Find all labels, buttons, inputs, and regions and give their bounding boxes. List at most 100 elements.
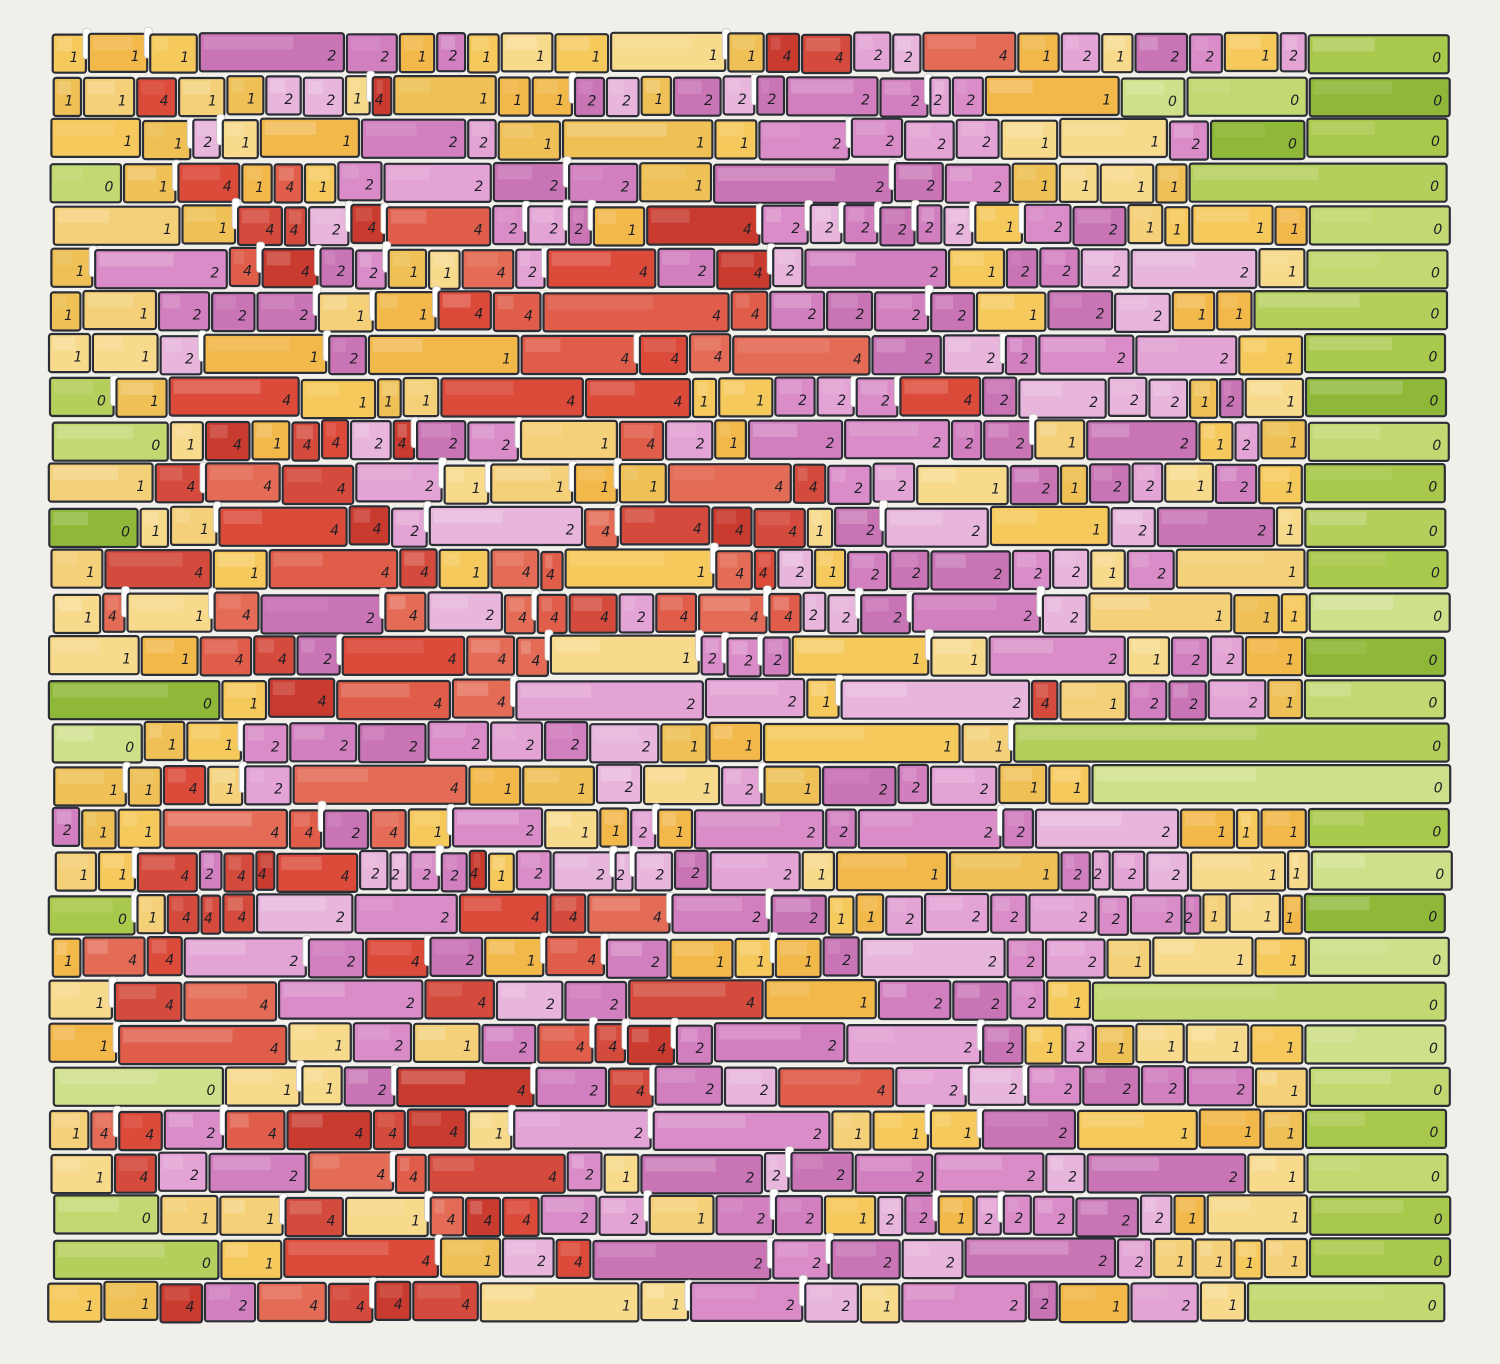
tile [307,938,365,979]
tile-digit: 2 [1117,351,1126,367]
tile-wash [827,770,870,784]
tile-digit: 1 [1263,909,1272,925]
tile-wash [191,725,221,739]
tile [1148,378,1189,419]
tile [853,31,892,72]
tile [672,76,722,117]
tile-digit: 2 [984,826,993,842]
tile-digit: 1 [1291,1254,1300,1270]
tile-digit: 0 [142,1211,151,1227]
tile-digit: 1 [577,782,586,798]
tile-wash [1011,942,1027,956]
tile-digit: 2 [926,179,935,195]
tile-digit: 1 [859,1212,868,1228]
tile-digit: 1 [174,137,183,153]
tile [1307,936,1450,977]
tile-wash [148,724,162,739]
tile [427,1153,566,1194]
tile-wash [769,1156,778,1170]
tile-digit: 2 [841,1299,850,1315]
tile-wash [719,423,731,437]
tile-wash [167,812,252,827]
tile-digit: 2 [866,523,875,539]
tile-wash [175,509,191,524]
tile [267,677,336,718]
tile-digit: 2 [347,955,356,971]
tile [1046,979,1091,1020]
tile-digit: 4 [735,523,744,539]
tile-digit: 2 [1093,867,1102,883]
tile [1286,849,1310,891]
tile [241,163,273,204]
tile-wash [550,940,578,954]
tile [1233,593,1280,635]
tile-digit: 2 [1016,825,1025,841]
tile-digit: 2 [621,179,630,195]
tile [1097,895,1129,936]
tile-wash [1286,898,1300,912]
tile [854,1153,934,1195]
tile-digit: 4 [388,1126,397,1142]
tile [1202,893,1228,934]
tile-wash [573,166,603,181]
tile-wash [1136,466,1156,480]
tile [1091,763,1452,805]
tile-digit: 2 [842,611,851,627]
tile-digit: 4 [180,869,189,885]
tile-digit: 1 [544,137,553,153]
tile-digit: 0 [1428,909,1437,925]
tile [490,721,544,762]
tile-wash [56,727,94,741]
tile-wash [597,210,617,224]
tile-digit: 4 [693,522,702,538]
tile-wash [86,813,97,827]
tile-wash [364,854,380,868]
tile [982,1024,1024,1065]
tile-wash [1207,897,1218,911]
tile-digit: 1 [1170,180,1179,196]
tile [950,419,983,461]
tile-wash [1018,726,1257,740]
tile-wash [1023,382,1062,396]
tile [1011,162,1058,203]
tile-wash [1191,1070,1236,1084]
tile [438,548,490,590]
tile-wash [648,769,687,783]
tile-wash [900,1070,934,1085]
tile [777,548,814,589]
tile [770,894,827,935]
tile-digit: 4 [531,653,540,669]
tile-wash [57,597,82,612]
tile-digit: 2 [1130,393,1139,409]
tile-wash [390,210,427,224]
tile-digit: 4 [470,866,479,882]
tile-digit: 1 [1117,1041,1126,1057]
tile-digit: 2 [239,1299,248,1315]
tile-wash [1014,983,1035,997]
tile-digit: 2 [585,1168,594,1184]
tile-digit: 0 [1429,524,1438,540]
tile [922,31,1017,73]
tile-digit: 2 [760,1083,769,1099]
tile-wash [527,769,560,783]
tile-digit: 1 [64,308,73,324]
tile-digit: 1 [1288,265,1297,281]
tile [208,1152,307,1194]
tile-digit: 0 [1430,179,1439,195]
tile-wash [147,124,165,138]
tile-wash [960,122,986,137]
tile [619,505,711,546]
tile-digit: 4 [268,1127,277,1143]
tile [1130,1282,1199,1323]
tile-wash [313,210,339,224]
tile-digit: 1 [226,782,235,798]
tile-digit: 2 [933,93,942,109]
tile [1052,548,1090,589]
tile-digit: 2 [1138,524,1147,540]
tile-wash [154,37,169,51]
tile-wash [835,1243,876,1257]
tile-wash [96,337,123,351]
tile-digit: 1 [181,652,190,668]
tile-wash [52,1286,79,1300]
